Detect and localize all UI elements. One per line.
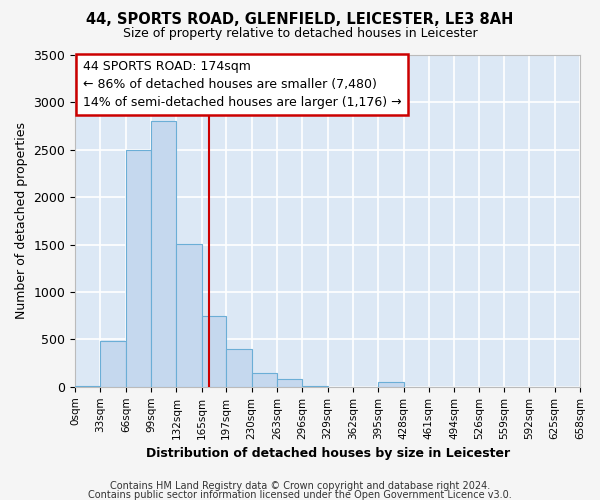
Y-axis label: Number of detached properties: Number of detached properties (15, 122, 28, 320)
Bar (277, 379, 302, 387)
X-axis label: Distribution of detached houses by size in Leicester: Distribution of detached houses by size … (146, 447, 509, 460)
Text: Contains public sector information licensed under the Open Government Licence v3: Contains public sector information licen… (88, 490, 512, 500)
Text: Contains HM Land Registry data © Crown copyright and database right 2024.: Contains HM Land Registry data © Crown c… (110, 481, 490, 491)
Text: Size of property relative to detached houses in Leicester: Size of property relative to detached ho… (122, 28, 478, 40)
Bar (202, 316, 226, 387)
Bar (176, 244, 202, 387)
Text: 44, SPORTS ROAD, GLENFIELD, LEICESTER, LE3 8AH: 44, SPORTS ROAD, GLENFIELD, LEICESTER, L… (86, 12, 514, 28)
Text: 44 SPORTS ROAD: 174sqm
← 86% of detached houses are smaller (7,480)
14% of semi-: 44 SPORTS ROAD: 174sqm ← 86% of detached… (83, 60, 401, 109)
Bar (251, 372, 277, 387)
Bar (151, 122, 176, 387)
Bar (126, 150, 151, 387)
Bar (378, 382, 404, 387)
Bar (226, 350, 251, 387)
Bar (100, 342, 126, 387)
Bar (302, 386, 328, 387)
